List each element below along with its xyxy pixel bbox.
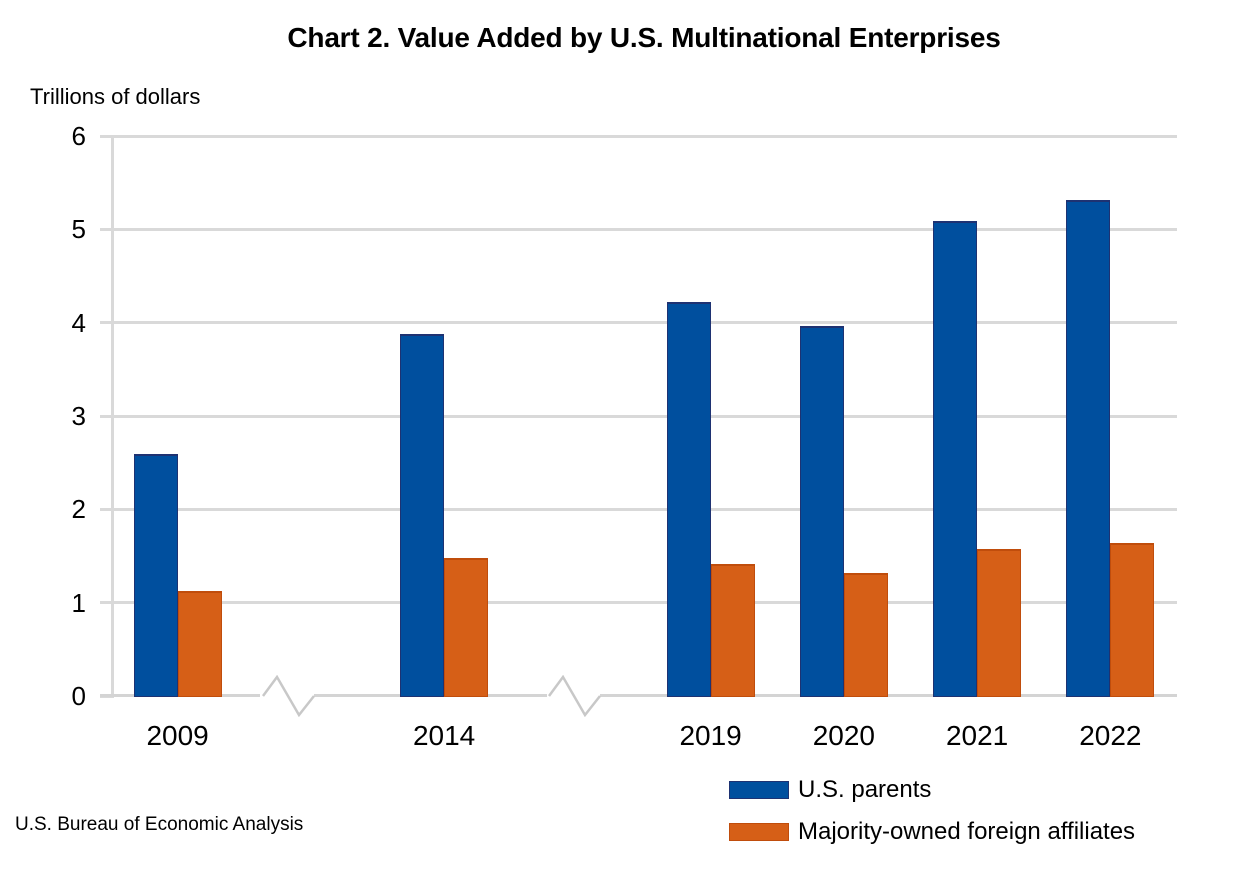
gridline-y-5 bbox=[111, 227, 1177, 231]
legend-item-majority-owned-foreign-affiliates: Majority-owned foreign affiliates bbox=[729, 818, 1136, 845]
bar-mofa-2009 bbox=[177, 590, 222, 697]
legend-label-us-parents: U.S. parents bbox=[798, 776, 932, 803]
bar-us-parents-2009 bbox=[133, 454, 178, 697]
bar-mofa-2014 bbox=[444, 557, 489, 697]
legend-item-us-parents: U.S. parents bbox=[729, 776, 1135, 803]
gridline-y-6 bbox=[111, 134, 1177, 138]
x-axis-label-2020: 2020 bbox=[812, 720, 876, 751]
bar-mofa-2020 bbox=[843, 572, 888, 697]
x-axis-label-2021: 2021 bbox=[945, 720, 1009, 751]
source-text: U.S. Bureau of Economic Analysis bbox=[15, 814, 304, 835]
x-axis-break-mark-1 bbox=[262, 675, 315, 717]
x-axis-break-mark-2 bbox=[548, 675, 601, 717]
gridline-y-1 bbox=[111, 601, 1177, 605]
y-axis-tick-label-3: 3 bbox=[71, 401, 86, 431]
x-axis-label-2009: 2009 bbox=[146, 720, 209, 751]
y-axis-tick-4 bbox=[100, 321, 114, 325]
y-axis-tick-label-2: 2 bbox=[71, 494, 86, 525]
legend-label-majority-owned-foreign-affiliates: Majority-owned foreign affiliates bbox=[798, 818, 1136, 845]
y-axis-tick-2 bbox=[100, 507, 114, 511]
bar-mofa-2019 bbox=[710, 564, 755, 697]
y-axis-tick-label-1: 1 bbox=[71, 587, 86, 618]
bar-us-parents-2019 bbox=[666, 302, 711, 697]
bar-us-parents-2021 bbox=[933, 220, 978, 697]
gridline-y-2 bbox=[111, 507, 1177, 511]
bar-us-parents-2020 bbox=[799, 326, 844, 697]
y-axis-tick-1 bbox=[100, 601, 114, 605]
y-axis-tick-6 bbox=[100, 134, 114, 138]
y-axis-line bbox=[111, 136, 114, 698]
bar-us-parents-2014 bbox=[400, 333, 445, 697]
y-axis-tick-5 bbox=[100, 227, 114, 231]
x-axis-label-2014: 2014 bbox=[412, 720, 476, 751]
x-axis-label-2019: 2019 bbox=[679, 720, 742, 751]
y-axis-tick-3 bbox=[100, 414, 114, 418]
y-axis-units-label: Trillions of dollars bbox=[30, 84, 201, 109]
gridline-y-4 bbox=[111, 321, 1177, 325]
y-axis-tick-label-5: 5 bbox=[71, 214, 86, 245]
y-axis-tick-label-4: 4 bbox=[71, 307, 86, 338]
y-axis-tick-label-0: 0 bbox=[71, 681, 86, 711]
legend-swatch-majority-owned-foreign-affiliates bbox=[729, 823, 789, 841]
bar-us-parents-2022 bbox=[1066, 200, 1111, 697]
x-axis-segment-3 bbox=[600, 694, 1177, 697]
legend: U.S. parents Majority-owned foreign affi… bbox=[729, 776, 1136, 861]
y-axis-tick-label-6: 6 bbox=[71, 121, 86, 151]
bar-mofa-2021 bbox=[977, 549, 1022, 697]
bar-mofa-2022 bbox=[1110, 542, 1155, 697]
x-axis-label-2022: 2022 bbox=[1079, 720, 1142, 751]
legend-swatch-us-parents bbox=[729, 781, 789, 799]
chart-title: Chart 2. Value Added by U.S. Multination… bbox=[287, 22, 1001, 53]
gridline-y-3 bbox=[111, 414, 1177, 418]
